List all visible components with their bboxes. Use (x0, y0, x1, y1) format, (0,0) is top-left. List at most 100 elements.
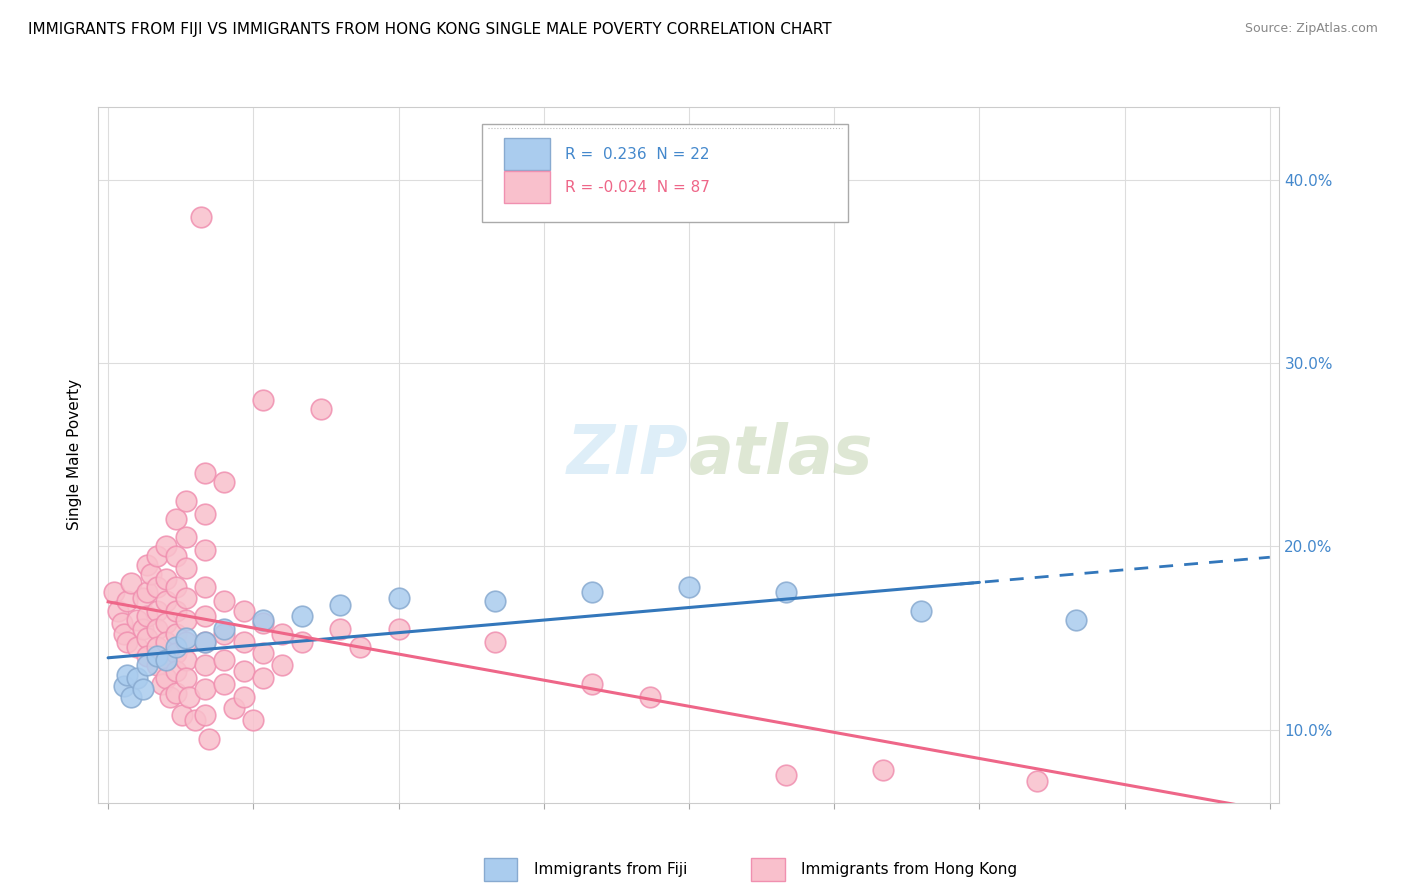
Point (214, 627, 236, 641)
Point (214, 622, 236, 636)
Point (252, 646, 274, 660)
Point (155, 671, 177, 685)
Point (174, 634, 197, 648)
Point (252, 616, 274, 631)
Point (179, 690, 201, 704)
Point (117, 667, 139, 681)
Point (120, 576, 142, 591)
Point (214, 653, 236, 667)
Point (117, 594, 139, 608)
Point (155, 653, 177, 667)
Point (112, 627, 135, 641)
Point (484, 594, 506, 608)
Point (174, 631, 197, 645)
Point (155, 594, 177, 608)
Point (145, 580, 167, 594)
Point (214, 677, 236, 691)
Point (145, 649, 167, 664)
Y-axis label: Single Male Poverty: Single Male Poverty (67, 379, 83, 531)
Point (252, 613, 274, 627)
Point (135, 558, 157, 572)
Text: R =  0.236  N = 22: R = 0.236 N = 22 (565, 147, 710, 161)
Text: ZIP: ZIP (567, 422, 689, 488)
Point (581, 585, 603, 599)
Point (271, 658, 294, 673)
Point (165, 640, 187, 655)
Text: Immigrants from Fiji: Immigrants from Fiji (534, 863, 688, 877)
Text: atlas: atlas (689, 422, 873, 488)
Point (165, 512, 187, 526)
Point (174, 530, 197, 544)
Point (194, 609, 217, 624)
Point (174, 653, 197, 667)
Point (117, 634, 139, 648)
FancyBboxPatch shape (503, 171, 550, 203)
Point (155, 573, 177, 587)
Point (127, 640, 149, 655)
Point (329, 622, 352, 636)
Point (232, 664, 254, 678)
Point (484, 634, 506, 648)
Point (111, 616, 134, 631)
Point (194, 634, 217, 648)
Point (581, 677, 603, 691)
Point (135, 609, 157, 624)
Point (214, 475, 236, 490)
Point (150, 677, 173, 691)
Point (145, 658, 167, 673)
Point (214, 594, 236, 608)
Point (242, 714, 264, 728)
Point (165, 603, 187, 617)
Point (155, 653, 177, 667)
Text: R = -0.024  N = 87: R = -0.024 N = 87 (565, 179, 710, 194)
Point (194, 682, 217, 697)
Point (165, 686, 187, 700)
Point (145, 603, 167, 617)
Point (194, 580, 217, 594)
Point (291, 609, 314, 624)
Point (139, 566, 162, 581)
Point (194, 543, 217, 558)
Point (190, 210, 212, 224)
Point (222, 700, 245, 714)
Point (184, 714, 207, 728)
Point (165, 580, 187, 594)
Point (112, 679, 135, 693)
Point (194, 507, 217, 521)
Point (155, 540, 177, 554)
Point (135, 658, 157, 673)
Point (329, 598, 352, 612)
Point (910, 603, 932, 617)
Point (165, 664, 187, 678)
Point (107, 603, 129, 617)
Point (1026, 773, 1049, 788)
Point (127, 671, 149, 685)
Point (775, 585, 797, 599)
Point (678, 580, 700, 594)
Point (145, 640, 167, 655)
Point (165, 549, 187, 563)
Point (387, 622, 409, 636)
Point (132, 622, 155, 636)
Point (174, 613, 197, 627)
Point (127, 613, 149, 627)
Point (165, 646, 187, 660)
Point (165, 627, 187, 641)
Text: Source: ZipAtlas.com: Source: ZipAtlas.com (1244, 22, 1378, 36)
Point (159, 690, 181, 704)
Text: Immigrants from Hong Kong: Immigrants from Hong Kong (801, 863, 1018, 877)
Point (194, 658, 217, 673)
Point (252, 671, 274, 685)
Point (387, 591, 409, 605)
Point (872, 763, 894, 777)
Point (1064, 613, 1087, 627)
Point (135, 631, 157, 645)
Point (775, 768, 797, 782)
Point (197, 731, 219, 746)
Point (232, 634, 254, 648)
Point (232, 603, 254, 617)
Point (174, 591, 197, 605)
Point (103, 585, 125, 599)
Point (232, 690, 254, 704)
Point (132, 682, 155, 697)
